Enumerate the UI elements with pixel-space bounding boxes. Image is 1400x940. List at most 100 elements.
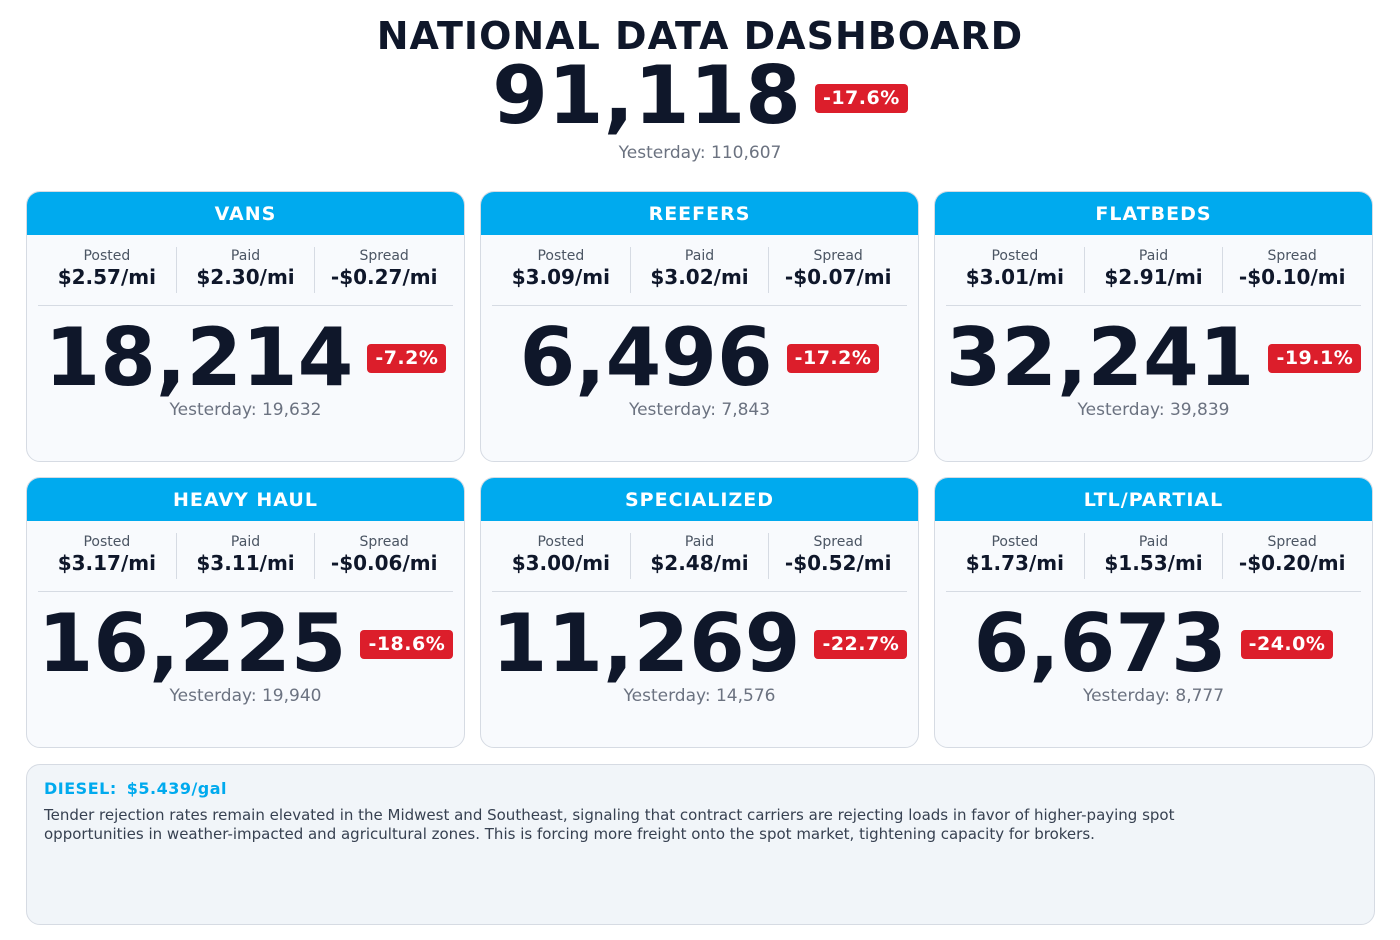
paid-rate: Paid $3.02/mi xyxy=(631,247,770,293)
paid-rate: Paid $2.48/mi xyxy=(631,533,770,579)
paid-value: $2.30/mi xyxy=(196,265,295,289)
posted-rate: Posted $3.09/mi xyxy=(492,247,631,293)
spread-rate: Spread -$0.52/mi xyxy=(769,533,907,579)
load-count: 18,214 xyxy=(44,311,354,404)
load-count: 16,225 xyxy=(37,597,347,690)
yesterday-count: Yesterday: 19,940 xyxy=(169,686,322,706)
spread-label: Spread xyxy=(813,248,863,264)
paid-value: $1.53/mi xyxy=(1104,551,1203,575)
paid-rate: Paid $3.11/mi xyxy=(177,533,316,579)
count-row: 32,241 -19.1% xyxy=(935,316,1372,400)
paid-label: Paid xyxy=(1138,248,1169,264)
spread-rate: Spread -$0.10/mi xyxy=(1223,247,1361,293)
posted-value: $3.00/mi xyxy=(511,551,610,575)
load-count: 11,269 xyxy=(491,597,801,690)
spread-label: Spread xyxy=(359,534,409,550)
rates-row: Posted $3.01/mi Paid $2.91/mi Spread -$0… xyxy=(946,247,1361,306)
diesel-value: $5.439/gal xyxy=(126,779,228,798)
paid-value: $2.48/mi xyxy=(650,551,749,575)
equipment-card-reefers: REEFERS Posted $3.09/mi Paid $3.02/mi Sp… xyxy=(480,191,919,462)
posted-rate: Posted $3.17/mi xyxy=(38,533,177,579)
change-badge: -17.2% xyxy=(786,343,880,373)
paid-label: Paid xyxy=(230,534,261,550)
change-badge: -24.0% xyxy=(1240,629,1334,659)
spread-value: -$0.10/mi xyxy=(1238,265,1346,289)
spread-value: -$0.52/mi xyxy=(784,551,892,575)
paid-value: $2.91/mi xyxy=(1104,265,1203,289)
rates-row: Posted $3.00/mi Paid $2.48/mi Spread -$0… xyxy=(492,533,907,592)
paid-rate: Paid $2.91/mi xyxy=(1085,247,1224,293)
count-row: 6,496 -17.2% xyxy=(481,316,918,400)
market-notes-panel: DIESEL: $5.439/gal Tender rejection rates… xyxy=(26,764,1375,925)
spread-rate: Spread -$0.06/mi xyxy=(315,533,453,579)
posted-label: Posted xyxy=(83,248,131,264)
total-loads-row: 91,118 -17.6% xyxy=(0,52,1400,140)
total-change-badge: -17.6% xyxy=(814,83,908,113)
total-loads-value: 91,118 xyxy=(492,49,801,142)
posted-label: Posted xyxy=(991,248,1039,264)
paid-value: $3.11/mi xyxy=(196,551,295,575)
posted-value: $3.17/mi xyxy=(57,551,156,575)
spread-label: Spread xyxy=(1267,248,1317,264)
posted-value: $3.01/mi xyxy=(965,265,1064,289)
count-row: 6,673 -24.0% xyxy=(935,602,1372,686)
rates-row: Posted $3.09/mi Paid $3.02/mi Spread -$0… xyxy=(492,247,907,306)
count-row: 18,214 -7.2% xyxy=(27,316,464,400)
card-title: LTL/PARTIAL xyxy=(935,478,1372,521)
load-count: 32,241 xyxy=(945,311,1255,404)
card-title: HEAVY HAUL xyxy=(27,478,464,521)
spread-value: -$0.27/mi xyxy=(330,265,438,289)
yesterday-count: Yesterday: 14,576 xyxy=(623,686,776,706)
change-badge: -18.6% xyxy=(360,629,454,659)
paid-rate: Paid $2.30/mi xyxy=(177,247,316,293)
spread-label: Spread xyxy=(813,534,863,550)
posted-label: Posted xyxy=(991,534,1039,550)
yesterday-count: Yesterday: 7,843 xyxy=(628,400,771,420)
change-badge: -19.1% xyxy=(1268,343,1362,373)
paid-value: $3.02/mi xyxy=(650,265,749,289)
equipment-card-vans: VANS Posted $2.57/mi Paid $2.30/mi Sprea… xyxy=(26,191,465,462)
equipment-card-ltl-partial: LTL/PARTIAL Posted $1.73/mi Paid $1.53/m… xyxy=(934,477,1373,748)
equipment-card-flatbeds: FLATBEDS Posted $3.01/mi Paid $2.91/mi S… xyxy=(934,191,1373,462)
paid-label: Paid xyxy=(684,248,715,264)
change-badge: -22.7% xyxy=(814,629,908,659)
change-badge: -7.2% xyxy=(367,343,447,373)
posted-label: Posted xyxy=(537,248,585,264)
total-yesterday: Yesterday: 110,607 xyxy=(618,143,782,163)
paid-label: Paid xyxy=(1138,534,1169,550)
equipment-card-specialized: SPECIALIZED Posted $3.00/mi Paid $2.48/m… xyxy=(480,477,919,748)
yesterday-count: Yesterday: 39,839 xyxy=(1077,400,1230,420)
load-count: 6,673 xyxy=(973,597,1227,690)
spread-value: -$0.06/mi xyxy=(330,551,438,575)
yesterday-count: Yesterday: 8,777 xyxy=(1082,686,1225,706)
page-title: NATIONAL DATA DASHBOARD xyxy=(376,14,1024,58)
equipment-card-heavy-haul: HEAVY HAUL Posted $3.17/mi Paid $3.11/mi… xyxy=(26,477,465,748)
posted-rate: Posted $3.00/mi xyxy=(492,533,631,579)
posted-value: $1.73/mi xyxy=(965,551,1064,575)
paid-label: Paid xyxy=(684,534,715,550)
spread-value: -$0.07/mi xyxy=(784,265,892,289)
count-row: 11,269 -22.7% xyxy=(481,602,918,686)
posted-rate: Posted $3.01/mi xyxy=(946,247,1085,293)
market-commentary: Tender rejection rates remain elevated i… xyxy=(44,806,1175,843)
posted-label: Posted xyxy=(537,534,585,550)
card-title: FLATBEDS xyxy=(935,192,1372,235)
count-row: 16,225 -18.6% xyxy=(27,602,464,686)
card-title: SPECIALIZED xyxy=(481,478,918,521)
rates-row: Posted $2.57/mi Paid $2.30/mi Spread -$0… xyxy=(38,247,453,306)
load-count: 6,496 xyxy=(519,311,773,404)
posted-rate: Posted $1.73/mi xyxy=(946,533,1085,579)
spread-label: Spread xyxy=(359,248,409,264)
posted-value: $3.09/mi xyxy=(511,265,610,289)
paid-rate: Paid $1.53/mi xyxy=(1085,533,1224,579)
posted-label: Posted xyxy=(83,534,131,550)
spread-label: Spread xyxy=(1267,534,1317,550)
card-title: REEFERS xyxy=(481,192,918,235)
paid-label: Paid xyxy=(230,248,261,264)
card-title: VANS xyxy=(27,192,464,235)
posted-value: $2.57/mi xyxy=(57,265,156,289)
spread-rate: Spread -$0.27/mi xyxy=(315,247,453,293)
dashboard-header: NATIONAL DATA DASHBOARD 91,118 -17.6% Ye… xyxy=(0,0,1400,175)
spread-rate: Spread -$0.20/mi xyxy=(1223,533,1361,579)
rates-row: Posted $1.73/mi Paid $1.53/mi Spread -$0… xyxy=(946,533,1361,592)
